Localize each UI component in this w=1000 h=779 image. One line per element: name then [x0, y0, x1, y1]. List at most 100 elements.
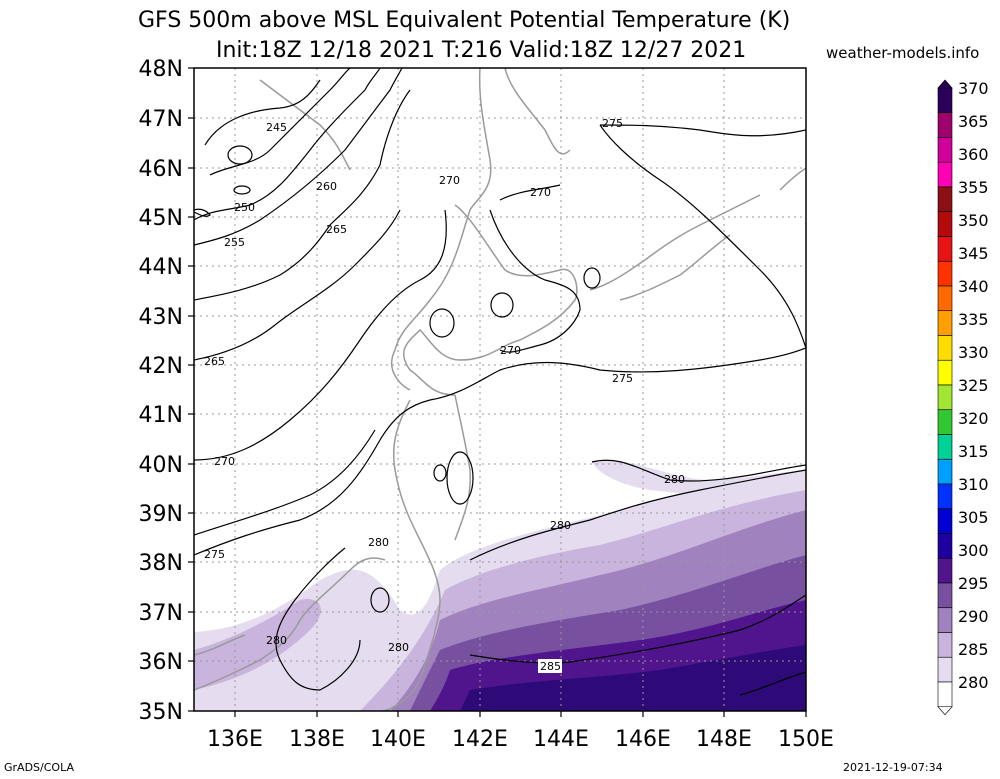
- colorbar-label: 340: [958, 277, 989, 296]
- colorbar-label: 360: [958, 145, 989, 164]
- colorbar-swatch: [937, 409, 953, 435]
- contour-label: 270: [530, 186, 551, 199]
- colorbar-swatch: [937, 656, 953, 683]
- colorbar-label: 305: [958, 508, 989, 527]
- colorbar-swatch: [937, 310, 953, 336]
- colorbar-swatch: [937, 236, 953, 262]
- colorbar-label: 295: [958, 574, 989, 593]
- shade-285-west: [194, 599, 321, 690]
- colorbar-swatch: [937, 335, 953, 361]
- lon-labels: 136E 138E 140E 142E 144E 146E 148E 150E: [207, 727, 834, 752]
- lat-label: 39N: [139, 502, 183, 527]
- tick-marks: [188, 67, 807, 717]
- colorbar-label: 345: [958, 244, 989, 263]
- lat-label: 37N: [139, 601, 183, 626]
- lat-label: 48N: [139, 57, 183, 82]
- shaded-field: [194, 460, 806, 711]
- colorbar-swatch: [937, 359, 953, 386]
- chart-title: GFS 500m above MSL Equivalent Potential …: [138, 8, 791, 33]
- site-label: weather-models.info: [826, 44, 980, 62]
- plot-frame: [193, 67, 807, 712]
- colorbar-swatch: [937, 458, 953, 485]
- colorbar-top-arrow: [937, 79, 953, 89]
- contour-label: 270: [500, 344, 521, 357]
- colorbar-label: 315: [958, 442, 989, 461]
- grid: [194, 68, 806, 711]
- contour-label: 275: [602, 117, 623, 130]
- lat-label: 44N: [139, 255, 183, 280]
- lat-label: 43N: [139, 305, 183, 330]
- lat-label: 45N: [139, 206, 183, 231]
- lon-label: 136E: [207, 727, 263, 752]
- lat-label: 40N: [139, 453, 183, 478]
- colorbar-label: 310: [958, 475, 989, 494]
- colorbar-swatch: [937, 582, 953, 609]
- contour-label: 245: [266, 121, 287, 134]
- contour-label: 270: [214, 455, 235, 468]
- colorbar-label: 325: [958, 376, 989, 395]
- colorbar-label: 355: [958, 178, 989, 197]
- lat-label: 35N: [139, 700, 183, 725]
- colorbar-labels: 370 365 360 355 350 345 340 335 330 325 …: [958, 79, 989, 692]
- footer-credit: GrADS/COLA: [4, 761, 74, 774]
- lon-label: 148E: [696, 727, 752, 752]
- contour-label: 280: [664, 473, 685, 486]
- contour-label: 280: [550, 519, 571, 532]
- colorbar-swatch: [937, 161, 953, 188]
- colorbar-label: 290: [958, 607, 989, 626]
- contour-label: 255: [224, 236, 245, 249]
- footer-timestamp: 2021-12-19-07:34: [843, 761, 943, 774]
- colorbar: [937, 79, 953, 716]
- chart-subtitle: Init:18Z 12/18 2021 T:216 Valid:18Z 12/2…: [216, 38, 747, 63]
- lon-label: 150E: [778, 727, 834, 752]
- colorbar-label: 365: [958, 112, 989, 131]
- lat-labels: 48N 47N 46N 45N 44N 43N 42N 41N 40N 39N …: [139, 57, 183, 725]
- colorbar-label: 335: [958, 310, 989, 329]
- colorbar-label: 350: [958, 211, 989, 230]
- colorbar-label: 280: [958, 673, 989, 692]
- colorbar-swatch: [937, 533, 953, 559]
- lat-label: 47N: [139, 107, 183, 132]
- colorbar-swatch: [937, 607, 953, 633]
- contour-label: 265: [326, 223, 347, 236]
- coastlines: [194, 68, 806, 711]
- colorbar-swatch: [937, 557, 953, 584]
- colorbar-swatch: [937, 285, 953, 312]
- lon-label: 142E: [452, 727, 508, 752]
- colorbar-swatch: [937, 87, 953, 114]
- colorbar-swatch: [937, 681, 953, 708]
- contour-label: 265: [204, 355, 225, 368]
- colorbar-swatch: [937, 508, 953, 534]
- colorbar-label: 330: [958, 343, 989, 362]
- contours: [194, 68, 806, 696]
- colorbar-swatch: [937, 434, 953, 460]
- contour-label: 280: [266, 634, 287, 647]
- colorbar-swatch: [937, 260, 953, 287]
- lat-label: 38N: [139, 551, 183, 576]
- contour-label: 250: [234, 201, 255, 214]
- colorbar-label: 370: [958, 79, 989, 98]
- colorbar-swatch: [937, 186, 953, 213]
- lon-label: 140E: [370, 727, 426, 752]
- colorbar-swatch: [937, 211, 953, 237]
- colorbar-swatch: [937, 137, 953, 163]
- shade-305: [460, 645, 806, 711]
- colorbar-bottom-arrow: [937, 706, 953, 716]
- colorbar-label: 285: [958, 640, 989, 659]
- lat-label: 46N: [139, 157, 183, 182]
- contour-label: 285: [540, 660, 561, 673]
- contour-label: 270: [439, 174, 460, 187]
- colorbar-swatch: [937, 483, 953, 510]
- contour-label: 275: [204, 548, 225, 561]
- lon-label: 146E: [615, 727, 671, 752]
- colorbar-label: 300: [958, 541, 989, 560]
- contour-label: 280: [388, 641, 409, 654]
- contour-label: 260: [316, 180, 337, 193]
- colorbar-swatch: [937, 112, 953, 138]
- lat-label: 42N: [139, 354, 183, 379]
- contour-label: 280: [368, 536, 389, 549]
- contour-label: 275: [612, 372, 633, 385]
- lon-label: 144E: [533, 727, 589, 752]
- colorbar-swatch: [937, 632, 953, 658]
